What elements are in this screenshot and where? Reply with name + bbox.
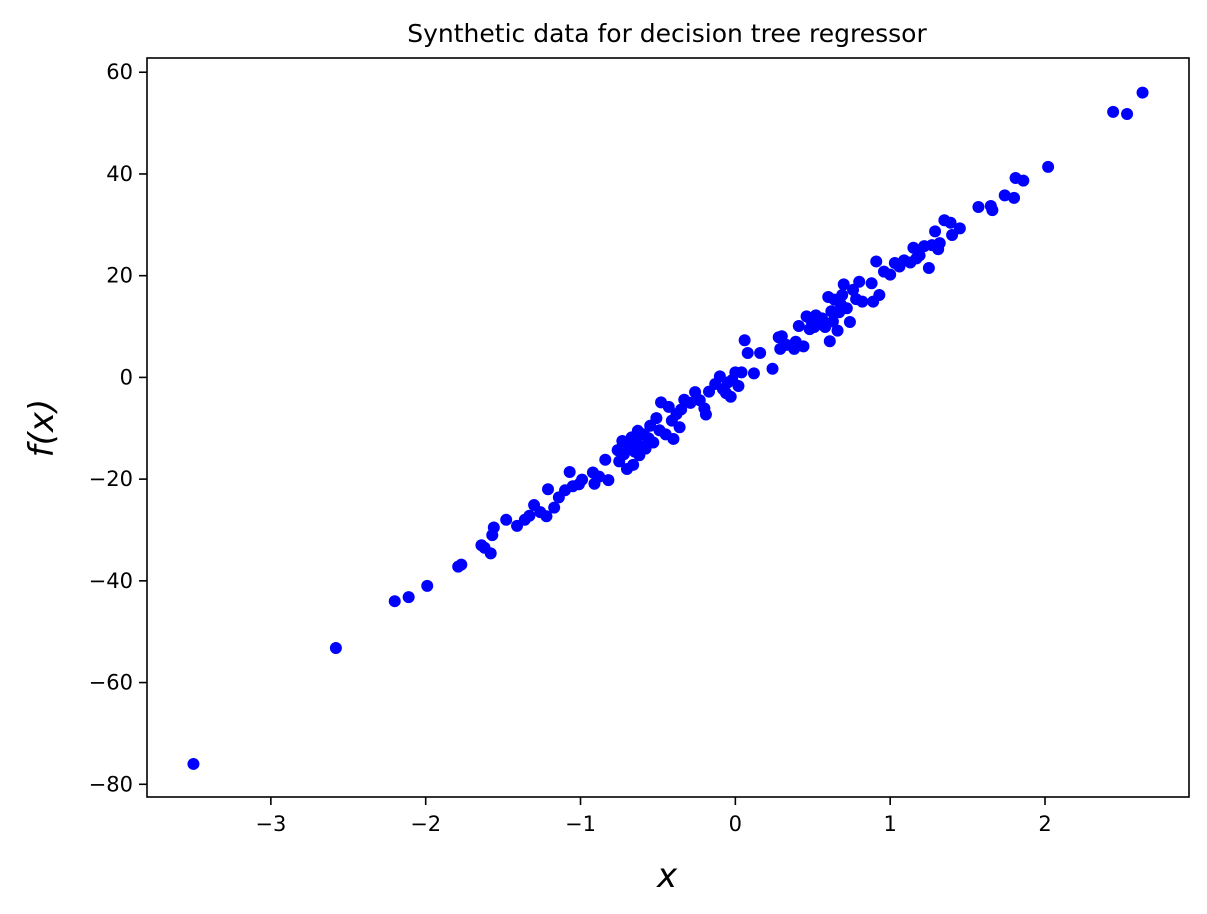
data-point: [840, 302, 853, 315]
data-point: [724, 390, 737, 403]
x-tick-label: 1: [883, 812, 896, 836]
data-point: [741, 346, 754, 359]
data-point: [1107, 105, 1120, 118]
data-point: [929, 225, 942, 238]
data-point: [455, 558, 468, 571]
data-point: [856, 295, 869, 308]
data-point: [732, 380, 745, 393]
data-point: [884, 268, 897, 281]
x-tick-label: −1: [565, 812, 596, 836]
data-point: [548, 501, 561, 514]
data-point: [667, 432, 680, 445]
data-point: [684, 396, 697, 409]
data-point: [913, 249, 926, 262]
data-point: [843, 315, 856, 328]
data-point: [754, 346, 767, 359]
y-axis: −80 −60 −40 −20 0 20 40 60: [89, 60, 147, 796]
data-point: [627, 458, 640, 471]
data-point: [484, 547, 497, 560]
data-point: [593, 470, 606, 483]
data-point: [747, 367, 760, 380]
data-point: [699, 408, 712, 421]
x-axis: −3 −2 −1 0 1 2: [255, 797, 1052, 836]
data-point: [500, 513, 513, 526]
data-point: [873, 289, 886, 302]
data-point: [1017, 174, 1030, 187]
data-point: [933, 237, 946, 250]
data-point: [563, 466, 576, 478]
data-point: [826, 315, 839, 328]
data-point: [650, 412, 663, 425]
x-tick-label: 0: [729, 812, 742, 836]
data-point: [944, 216, 957, 229]
y-tick-label: −40: [89, 569, 133, 593]
data-point: [972, 201, 985, 214]
y-tick-label: −20: [89, 467, 133, 491]
data-point: [329, 641, 342, 654]
data-point: [487, 521, 500, 534]
x-tick-label: −3: [255, 812, 286, 836]
data-point: [853, 275, 866, 288]
data-point: [738, 334, 751, 347]
data-point: [998, 189, 1011, 202]
data-point: [673, 421, 686, 434]
y-tick-label: 20: [106, 264, 133, 288]
data-point: [540, 510, 553, 523]
data-point: [421, 579, 434, 592]
y-tick-label: 60: [106, 60, 133, 84]
data-point: [823, 335, 836, 348]
data-point: [831, 324, 844, 337]
x-tick-label: −2: [410, 812, 441, 836]
data-point: [792, 320, 805, 333]
data-point: [402, 591, 415, 604]
x-tick-label: 2: [1038, 812, 1051, 836]
data-point: [576, 473, 589, 486]
data-point: [523, 509, 536, 522]
y-axis-label: f(x): [22, 399, 62, 458]
x-axis-label: x: [656, 856, 678, 896]
data-point: [837, 278, 850, 291]
data-point: [735, 366, 748, 379]
data-point: [986, 204, 999, 217]
plot-area-frame: [146, 57, 1190, 798]
data-point: [187, 757, 200, 770]
data-point: [953, 222, 966, 235]
data-point: [836, 289, 849, 302]
data-point: [388, 595, 401, 608]
data-point: [922, 262, 935, 275]
data-point: [797, 340, 810, 353]
chart-title: Synthetic data for decision tree regress…: [407, 19, 927, 48]
data-point: [647, 436, 660, 449]
data-point: [542, 483, 555, 496]
data-point: [1008, 191, 1021, 204]
data-point: [1121, 107, 1134, 120]
y-tick-label: −60: [89, 671, 133, 695]
data-point: [617, 448, 630, 461]
data-point: [1136, 86, 1149, 99]
data-point: [847, 283, 860, 296]
data-point: [675, 403, 688, 416]
y-tick-label: −80: [89, 772, 133, 796]
y-tick-label: 0: [120, 365, 133, 389]
y-tick-label: 40: [106, 162, 133, 186]
data-point: [1042, 160, 1055, 173]
data-point: [602, 474, 615, 487]
points-layer: [187, 86, 1149, 770]
data-point: [870, 255, 883, 268]
data-point: [766, 362, 779, 375]
data-point: [662, 400, 675, 413]
data-point: [865, 277, 878, 290]
data-point: [599, 453, 612, 466]
